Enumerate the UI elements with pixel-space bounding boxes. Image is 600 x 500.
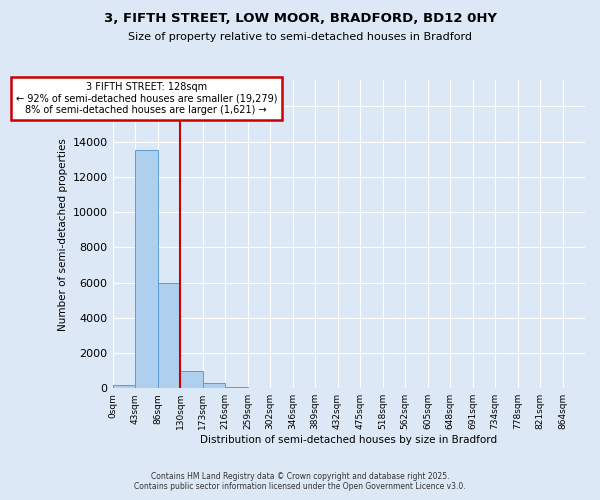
Text: 3, FIFTH STREET, LOW MOOR, BRADFORD, BD12 0HY: 3, FIFTH STREET, LOW MOOR, BRADFORD, BD1… xyxy=(104,12,497,26)
Text: Contains public sector information licensed under the Open Government Licence v3: Contains public sector information licen… xyxy=(134,482,466,491)
Text: 3 FIFTH STREET: 128sqm
← 92% of semi-detached houses are smaller (19,279)
8% of : 3 FIFTH STREET: 128sqm ← 92% of semi-det… xyxy=(16,82,277,114)
Bar xyxy=(135,150,158,388)
Bar xyxy=(113,384,135,388)
Bar xyxy=(158,282,180,388)
Bar xyxy=(180,370,203,388)
Y-axis label: Number of semi-detached properties: Number of semi-detached properties xyxy=(58,138,68,330)
Bar xyxy=(203,383,225,388)
Text: Size of property relative to semi-detached houses in Bradford: Size of property relative to semi-detach… xyxy=(128,32,472,42)
X-axis label: Distribution of semi-detached houses by size in Bradford: Distribution of semi-detached houses by … xyxy=(200,435,497,445)
Text: Contains HM Land Registry data © Crown copyright and database right 2025.: Contains HM Land Registry data © Crown c… xyxy=(151,472,449,481)
